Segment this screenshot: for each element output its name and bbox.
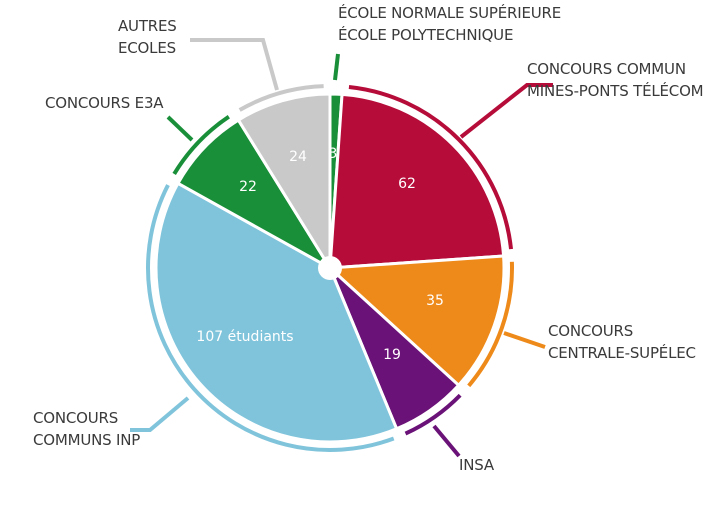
slice-label: CONCOURS CENTRALE-SUPÉLEC [548,322,696,362]
ring-arc [172,115,230,175]
value-label: 107 étudiants [196,329,293,345]
ring-arc [238,84,324,112]
ring-arc [348,85,513,250]
ring-arc [467,261,514,388]
value-label: 24 [289,149,307,165]
slice-label: CONCOURS COMMUN MINES-PONTS TÉLÉCOM [527,60,703,100]
pie-slice [176,118,332,270]
slice-label: CONCOURS COMMUNS INP [33,409,140,449]
leader-line [503,331,546,349]
pie-center-hole [318,256,342,280]
value-label: 22 [239,179,257,195]
value-label: 19 [383,347,401,363]
value-label: 3 [329,146,338,162]
pie-slice [236,92,332,270]
pie-slice [328,92,506,270]
leader-line [130,396,190,432]
leader-line [166,115,194,142]
slice-label: ÉCOLE NORMALE SUPÉRIEURE ÉCOLE POLYTECHNI… [338,3,561,44]
slice-label: AUTRES ECOLES [118,17,177,57]
leader-line [333,53,340,81]
leader-line [190,38,279,91]
ring-arc [404,393,462,436]
value-label: 62 [398,176,416,192]
slice-label: INSA [459,456,495,474]
leader-line [459,83,553,139]
value-label: 35 [426,293,444,309]
pie-slice [328,254,506,387]
ring-arc [146,184,395,452]
pie-slice [154,181,399,444]
leader-line [432,424,461,458]
slice-label: CONCOURS E3A [45,94,164,112]
